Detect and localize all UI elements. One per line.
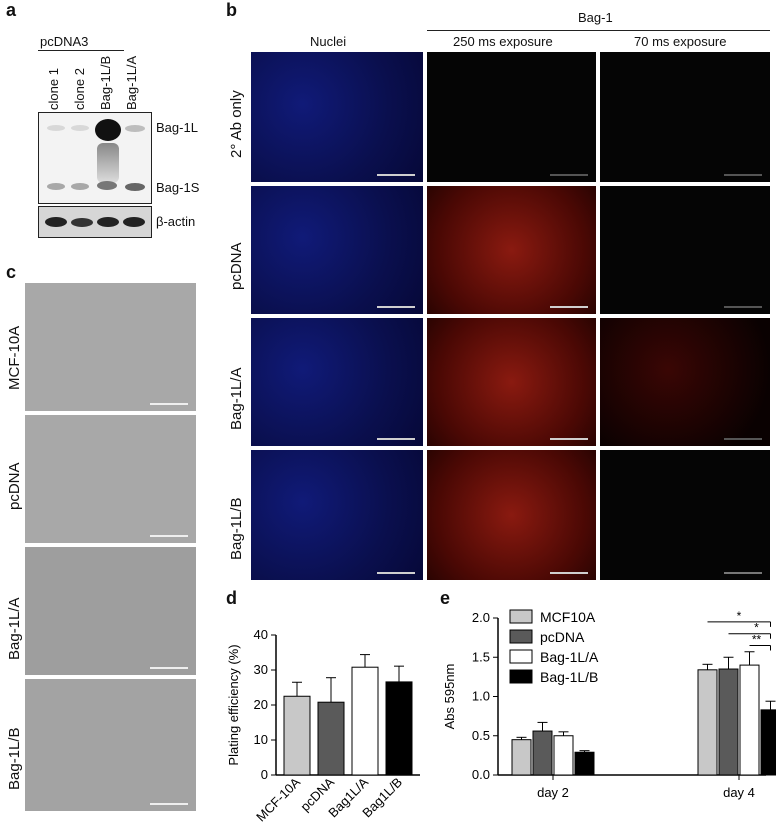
chart-e-bar-0-0 xyxy=(511,739,532,776)
image-nuclei-2ab xyxy=(251,52,423,182)
image-250ms-2ab xyxy=(427,52,596,182)
pcdna3-bracket xyxy=(38,50,124,51)
actin-band-label: β-actin xyxy=(156,214,196,229)
row-label-bag1lb-b: Bag-1L/B xyxy=(228,497,245,560)
chart-d-ylabel: Plating efficiency (%) xyxy=(226,644,241,765)
chart-e-legend-label-3: Bag-1L/B xyxy=(540,669,598,685)
bag1s-band-label: Bag-1S xyxy=(156,180,200,195)
image-nuclei-bag1lb xyxy=(251,450,423,580)
panel-b-label: b xyxy=(226,0,237,20)
chart-e-legend-swatch-3 xyxy=(509,669,533,684)
lane-label-bag1lb: Bag-1L/B xyxy=(98,55,113,110)
chart-e-sig-label-0: * xyxy=(737,609,742,623)
image-phase-bag1lb xyxy=(25,679,196,811)
band-clone1-bag1l xyxy=(47,125,65,131)
column-250ms: 250 ms exposure xyxy=(453,34,553,49)
chart-d-bar-0 xyxy=(283,695,311,776)
chart-e-bar-0-3 xyxy=(574,751,595,776)
row-label-2ab: 2° Ab only xyxy=(228,90,245,158)
image-250ms-pcdna xyxy=(427,186,596,314)
image-phase-mcf10a xyxy=(25,283,196,411)
chart-d-ytick-label-4: 40 xyxy=(254,627,268,642)
row-label-pcdna-b: pcDNA xyxy=(228,242,245,290)
chart-e-legend-swatch-1 xyxy=(509,629,533,644)
row-label-mcf10a-c: MCF-10A xyxy=(6,325,23,390)
band-bag1lb-bag1l xyxy=(95,119,121,141)
image-70ms-pcdna xyxy=(600,186,770,314)
chart-d-bar-3 xyxy=(385,681,413,776)
chart-e-bar-0-2 xyxy=(553,735,574,776)
band-bag1la-bag1s xyxy=(125,183,145,191)
chart-e-legend-swatch-0 xyxy=(509,609,533,624)
chart-e-ytick-label-2: 1.0 xyxy=(472,689,490,704)
chart-d-bar-2 xyxy=(351,666,379,776)
chart-e-sig-label-2: ** xyxy=(752,632,762,646)
chart-e-bar-1-3 xyxy=(760,709,776,776)
chart-e-ytick-label-3: 1.5 xyxy=(472,649,490,664)
chart-e-bar-1-2 xyxy=(739,664,760,776)
chart-d-ytick-label-0: 0 xyxy=(261,767,268,782)
chart-e-bar-0-1 xyxy=(532,730,553,776)
panel-a-label: a xyxy=(6,0,17,20)
chart-d-ytick-label-1: 10 xyxy=(254,732,268,747)
band-actin-2 xyxy=(71,218,93,227)
western-blot-bag1 xyxy=(38,112,152,204)
image-70ms-bag1la xyxy=(600,318,770,446)
band-actin-3 xyxy=(97,217,119,227)
image-250ms-bag1lb xyxy=(427,450,596,580)
band-clone2-bag1s xyxy=(71,183,89,190)
image-phase-bag1la xyxy=(25,547,196,675)
chart-e-ylabel: Abs 595nm xyxy=(442,664,457,730)
column-nuclei: Nuclei xyxy=(310,34,347,49)
lane-label-clone2: clone 2 xyxy=(72,68,87,110)
chart-e-ytick-label-0: 0.0 xyxy=(472,767,490,782)
panel-e-label: e xyxy=(440,588,451,608)
bag1-header-line xyxy=(427,30,770,31)
image-nuclei-bag1la xyxy=(251,318,423,446)
chart-e-ytick-label-1: 0.5 xyxy=(472,728,490,743)
image-250ms-bag1la xyxy=(427,318,596,446)
panel-d-label: d xyxy=(226,588,237,608)
bag1l-band-label: Bag-1L xyxy=(156,120,198,135)
chart-e-legend-label-0: MCF10A xyxy=(540,609,596,625)
chart-e-legend-label-1: pcDNA xyxy=(540,629,585,645)
western-blot-actin xyxy=(38,206,152,238)
pcdna3-group-label: pcDNA3 xyxy=(40,34,89,49)
chart-d-bar-1 xyxy=(317,701,345,776)
band-actin-1 xyxy=(45,217,67,227)
chart-d-ytick-label-2: 20 xyxy=(254,697,268,712)
row-label-bag1lb-c: Bag-1L/B xyxy=(6,727,23,790)
image-70ms-2ab xyxy=(600,52,770,182)
band-bag1lb-bag1s xyxy=(97,181,117,190)
chart-e-sig-label-1: * xyxy=(754,621,759,635)
lane-label-bag1la: Bag-1L/A xyxy=(124,55,139,110)
lane-label-clone1: clone 1 xyxy=(46,68,61,110)
band-clone1-bag1s xyxy=(47,183,65,190)
chart-e-bar-1-0 xyxy=(697,669,718,776)
chart-e-category-label-1: day 4 xyxy=(723,785,755,800)
band-clone2-bag1l xyxy=(71,125,89,131)
chart-e-legend-swatch-2 xyxy=(509,649,533,664)
chart-d-ytick-label-3: 30 xyxy=(254,662,268,677)
band-bag1la-bag1l xyxy=(125,125,145,132)
image-phase-pcdna xyxy=(25,415,196,543)
chart-e-category-label-0: day 2 xyxy=(537,785,569,800)
row-label-bag1la-c: Bag-1L/A xyxy=(6,597,23,660)
panel-c-label: c xyxy=(6,262,17,282)
band-actin-4 xyxy=(123,217,145,227)
row-label-pcdna-c: pcDNA xyxy=(6,462,23,510)
bag1-header: Bag-1 xyxy=(578,10,613,25)
row-label-bag1la-b: Bag-1L/A xyxy=(228,367,245,430)
image-70ms-bag1lb xyxy=(600,450,770,580)
band-bag1lb-smear xyxy=(97,143,119,183)
image-nuclei-pcdna xyxy=(251,186,423,314)
chart-e-legend-label-2: Bag-1L/A xyxy=(540,649,599,665)
chart-e-ytick-label-4: 2.0 xyxy=(472,610,490,625)
chart-e-bar-1-1 xyxy=(718,668,739,776)
column-70ms: 70 ms exposure xyxy=(634,34,727,49)
